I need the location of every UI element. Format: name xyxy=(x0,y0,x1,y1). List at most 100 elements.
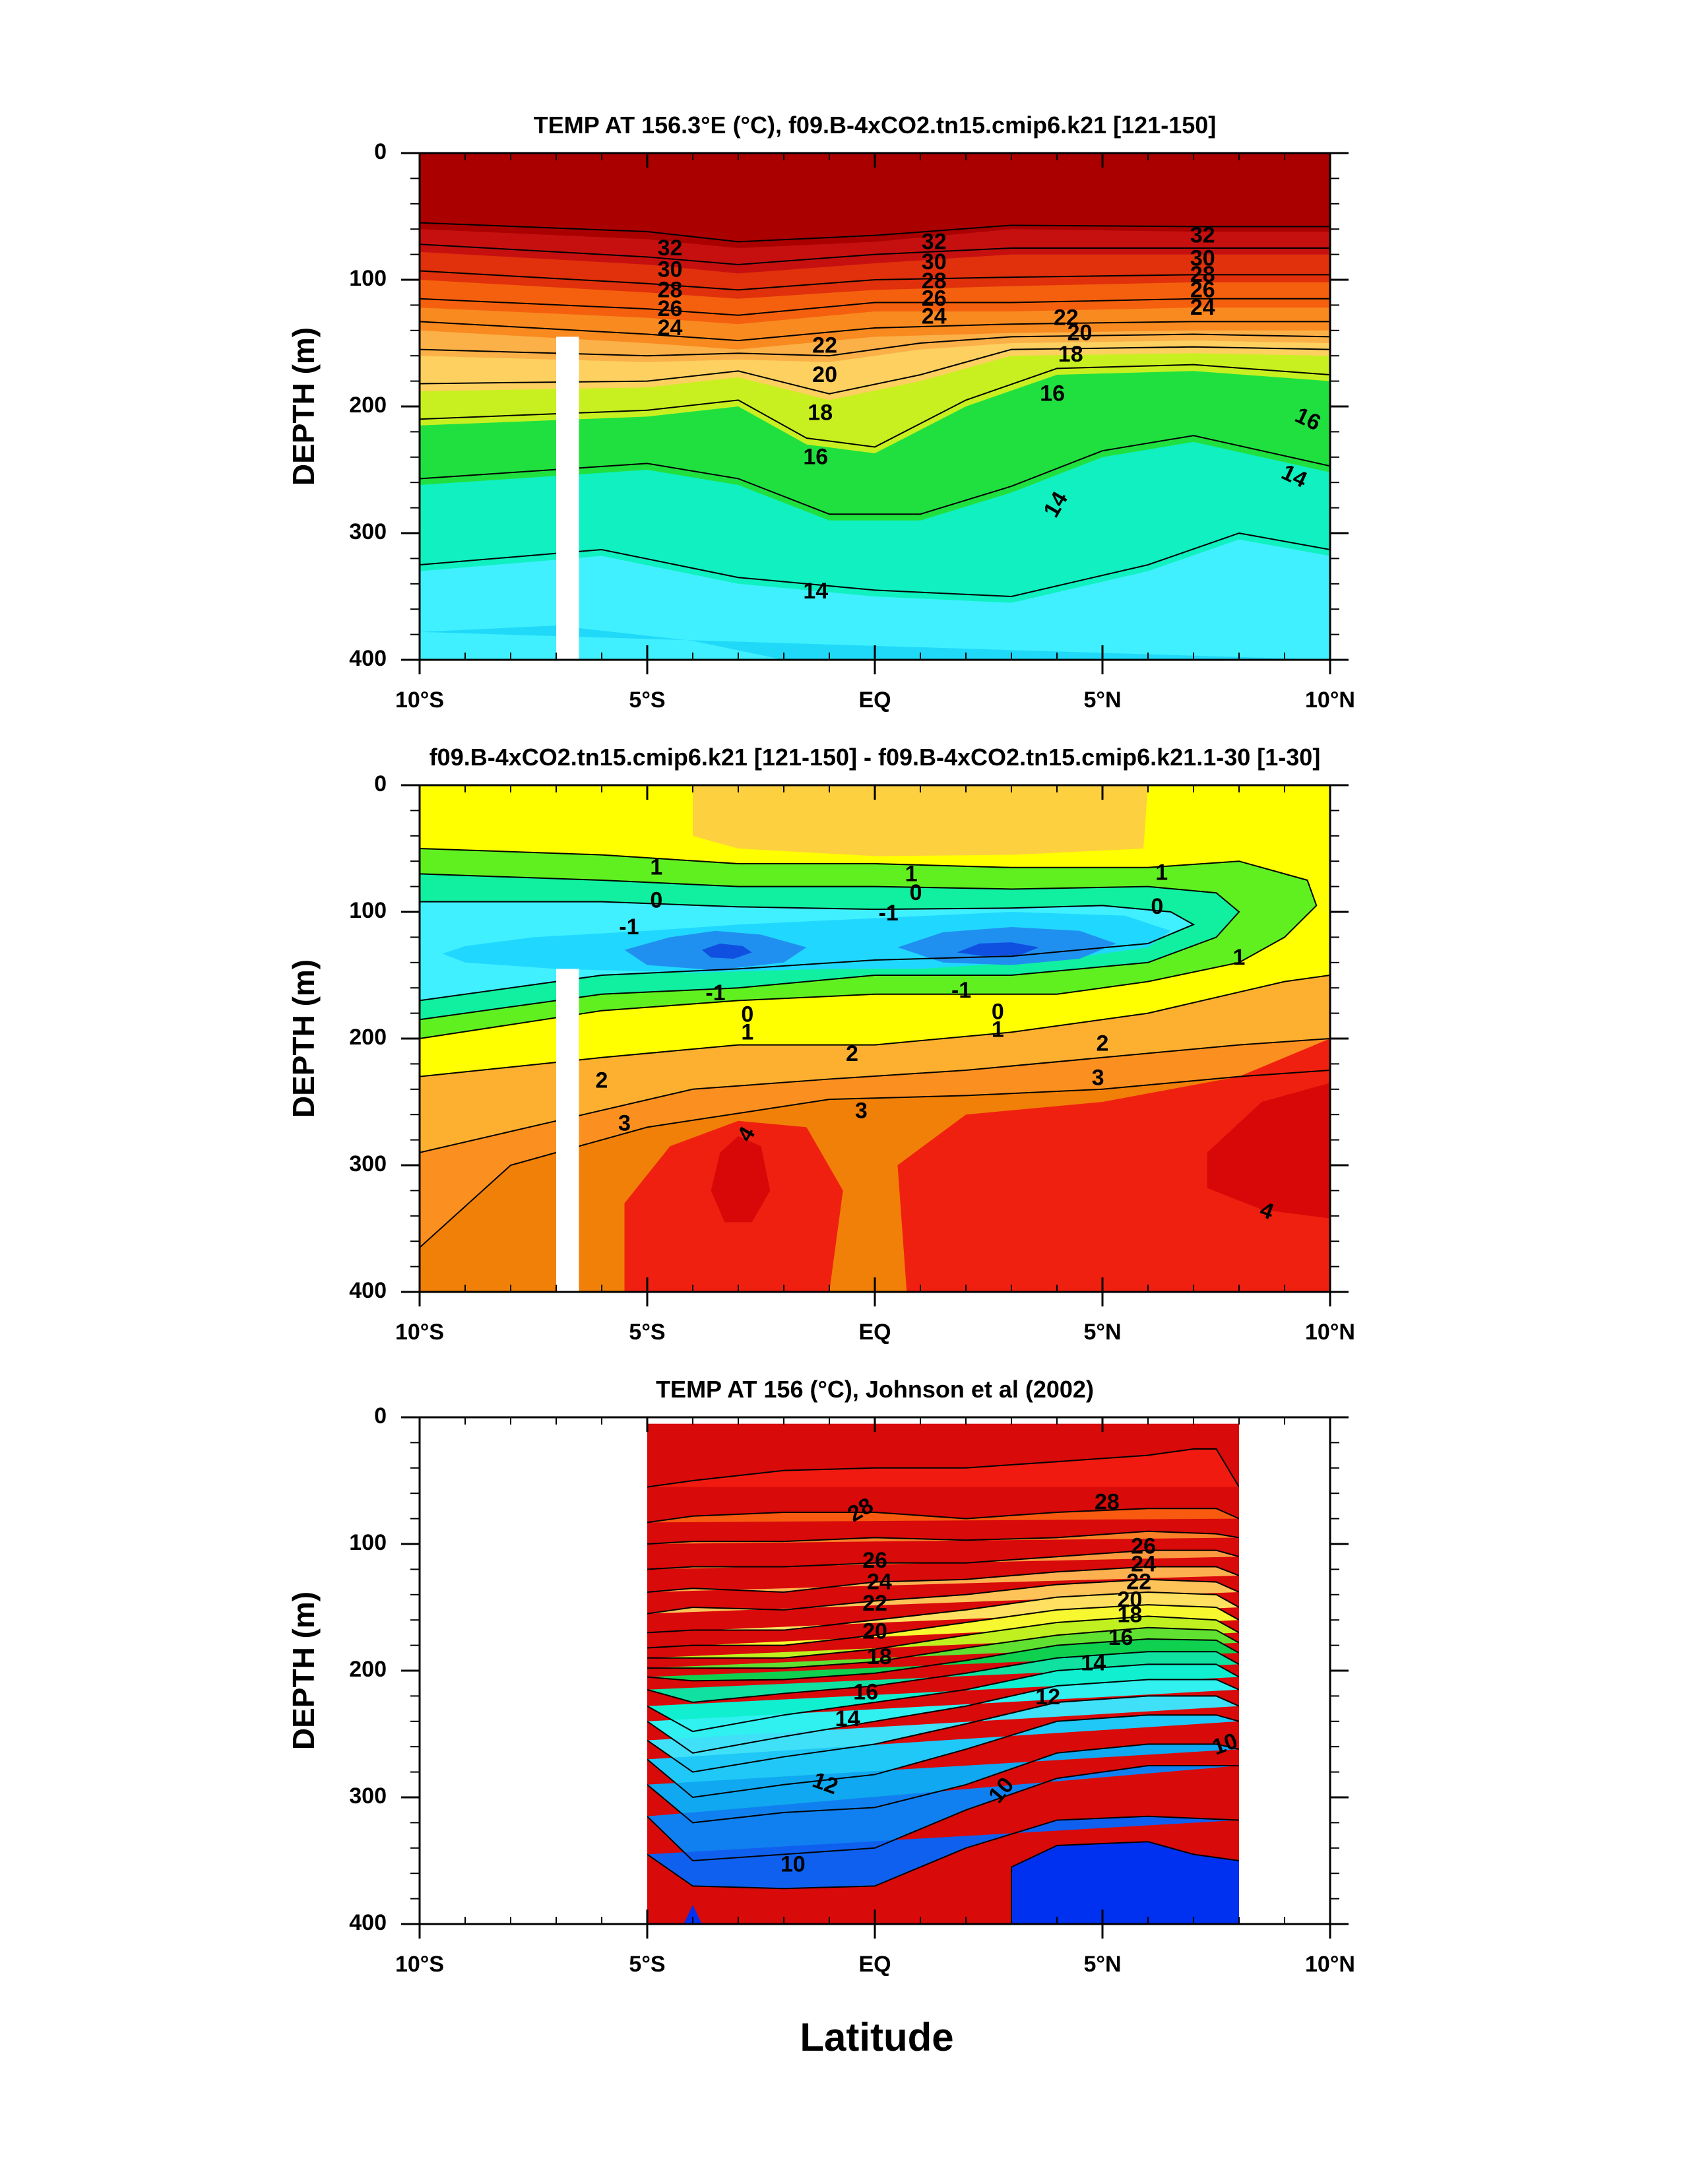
contour-18 xyxy=(647,1651,1239,1704)
contour-label: 26 xyxy=(862,1548,887,1573)
x-tick-label: 10°S xyxy=(395,1952,444,1977)
contour-label: 20 xyxy=(862,1619,887,1644)
contour-label: 20 xyxy=(1068,321,1093,346)
contour-label: 22 xyxy=(812,333,837,358)
y-tick-label: 100 xyxy=(349,1530,387,1555)
contour-22 xyxy=(420,333,1330,357)
band-20 xyxy=(647,1627,1239,1669)
contour-14 xyxy=(420,532,1330,598)
contour-label: 30 xyxy=(1190,245,1215,271)
contour-label: 22 xyxy=(1126,1570,1151,1595)
contour-30 xyxy=(420,243,1330,265)
x-tick-label: 5°S xyxy=(629,688,665,713)
contour-17 xyxy=(647,1663,1239,1733)
x-tick-label: 10°N xyxy=(1305,1952,1355,1977)
band-7.5 xyxy=(693,785,1148,856)
contour-24 xyxy=(647,1578,1239,1615)
x-tick-label: 5°N xyxy=(1083,688,1121,713)
contour-label: 28 xyxy=(922,269,947,294)
y-tick-label: 400 xyxy=(349,1910,387,1935)
y-tick-label: 0 xyxy=(374,1403,387,1429)
contour-label: 1 xyxy=(650,855,662,880)
land-mask xyxy=(556,337,579,660)
contour-label: 30 xyxy=(922,249,947,274)
contour-27 xyxy=(647,1530,1239,1545)
panel-3: 28 28262422201816141210262422201816141210… xyxy=(286,1376,1355,1977)
y-tick-label: 300 xyxy=(349,519,387,544)
contour-13 xyxy=(647,1743,1239,1824)
y-tick-label: 400 xyxy=(349,1278,387,1303)
contour-label: 24 xyxy=(658,315,683,340)
band-28 xyxy=(647,1508,1239,1523)
contour-label: 2 xyxy=(596,1068,608,1093)
contour-label: 20 xyxy=(1117,1587,1142,1612)
contour-label: 1 xyxy=(992,1017,1004,1042)
contour-label: 32 xyxy=(658,236,683,261)
panel-title: f09.B-4xCO2.tn15.cmip6.k21 [121-150] - f… xyxy=(430,744,1321,771)
contour--1 xyxy=(420,901,1195,1002)
contour-label: 20 xyxy=(812,362,837,387)
contour-label: 32 xyxy=(1190,223,1215,248)
contour-20 xyxy=(420,346,1330,395)
contour-label: -1 xyxy=(619,915,639,940)
contour-19 xyxy=(647,1638,1239,1682)
contour-label: 3 xyxy=(855,1098,868,1123)
contour-16 xyxy=(647,1679,1239,1754)
x-tick-label: EQ xyxy=(858,1320,891,1345)
y-axis-label: DEPTH (m) xyxy=(286,327,321,486)
contour-11 xyxy=(647,1815,1239,1890)
band-13 xyxy=(647,1744,1239,1823)
panel-title: TEMP AT 156 (°C), Johnson et al (2002) xyxy=(656,1376,1094,1403)
contour-label: 18 xyxy=(808,401,833,426)
contour-label: 14 xyxy=(803,579,828,604)
panel-title: TEMP AT 156.3°E (°C), f09.B-4xCO2.tn15.c… xyxy=(534,112,1217,139)
contour-label: -1 xyxy=(951,978,971,1003)
contour-label: 3 xyxy=(618,1111,631,1136)
band-12.6 xyxy=(1207,1083,1330,1219)
contour-label: 24 xyxy=(1190,295,1215,320)
contour-1 xyxy=(420,848,1318,1039)
contour-label: 18 xyxy=(867,1644,892,1669)
contour-label: 0 xyxy=(992,1000,1004,1025)
contour-label: 0 xyxy=(741,1002,753,1027)
contour-label: 30 xyxy=(658,257,683,282)
band-19 xyxy=(647,1639,1239,1681)
band-6.6 xyxy=(957,942,1039,957)
band-26 xyxy=(647,1550,1239,1570)
contour-label: 16 xyxy=(1040,381,1065,406)
band-6.5 xyxy=(701,944,752,959)
contour-12 xyxy=(647,1765,1239,1862)
y-tick-label: 300 xyxy=(349,1151,387,1176)
band-11.6 xyxy=(897,1039,1330,1292)
contour-label: 26 xyxy=(1131,1534,1156,1559)
y-tick-label: 100 xyxy=(349,266,387,291)
contour-label: 16 xyxy=(1108,1625,1133,1650)
x-tick-label: 10°N xyxy=(1305,688,1355,713)
band-25 xyxy=(647,1566,1239,1592)
x-tick-label: 5°S xyxy=(629,1320,665,1345)
x-tick-label: 5°N xyxy=(1083,1952,1121,1977)
contour-24 xyxy=(420,321,1330,342)
contour-26 xyxy=(420,298,1330,316)
band-11 xyxy=(647,1816,1239,1889)
band-18 xyxy=(647,1652,1239,1702)
contour-21 xyxy=(647,1615,1239,1659)
contour-16 xyxy=(420,435,1330,515)
contour-15 xyxy=(647,1695,1239,1773)
contour-label: -1 xyxy=(879,901,899,926)
contour-10 xyxy=(1011,1841,1239,1924)
band-12 xyxy=(647,1766,1239,1861)
contour-label: 32 xyxy=(922,229,947,254)
contour-label: 22 xyxy=(1054,305,1079,331)
y-tick-label: 400 xyxy=(349,646,387,671)
panel-3-fill xyxy=(647,1423,1239,1924)
contour-label: 16 xyxy=(803,445,828,470)
contour-3 xyxy=(420,1070,1330,1248)
contour-label: 2 xyxy=(846,1041,858,1066)
x-tick-label: EQ xyxy=(858,1952,891,1977)
contour-22 xyxy=(647,1604,1239,1649)
contour-32 xyxy=(420,222,1330,243)
y-tick-label: 0 xyxy=(374,771,387,796)
y-tick-label: 0 xyxy=(374,139,387,164)
